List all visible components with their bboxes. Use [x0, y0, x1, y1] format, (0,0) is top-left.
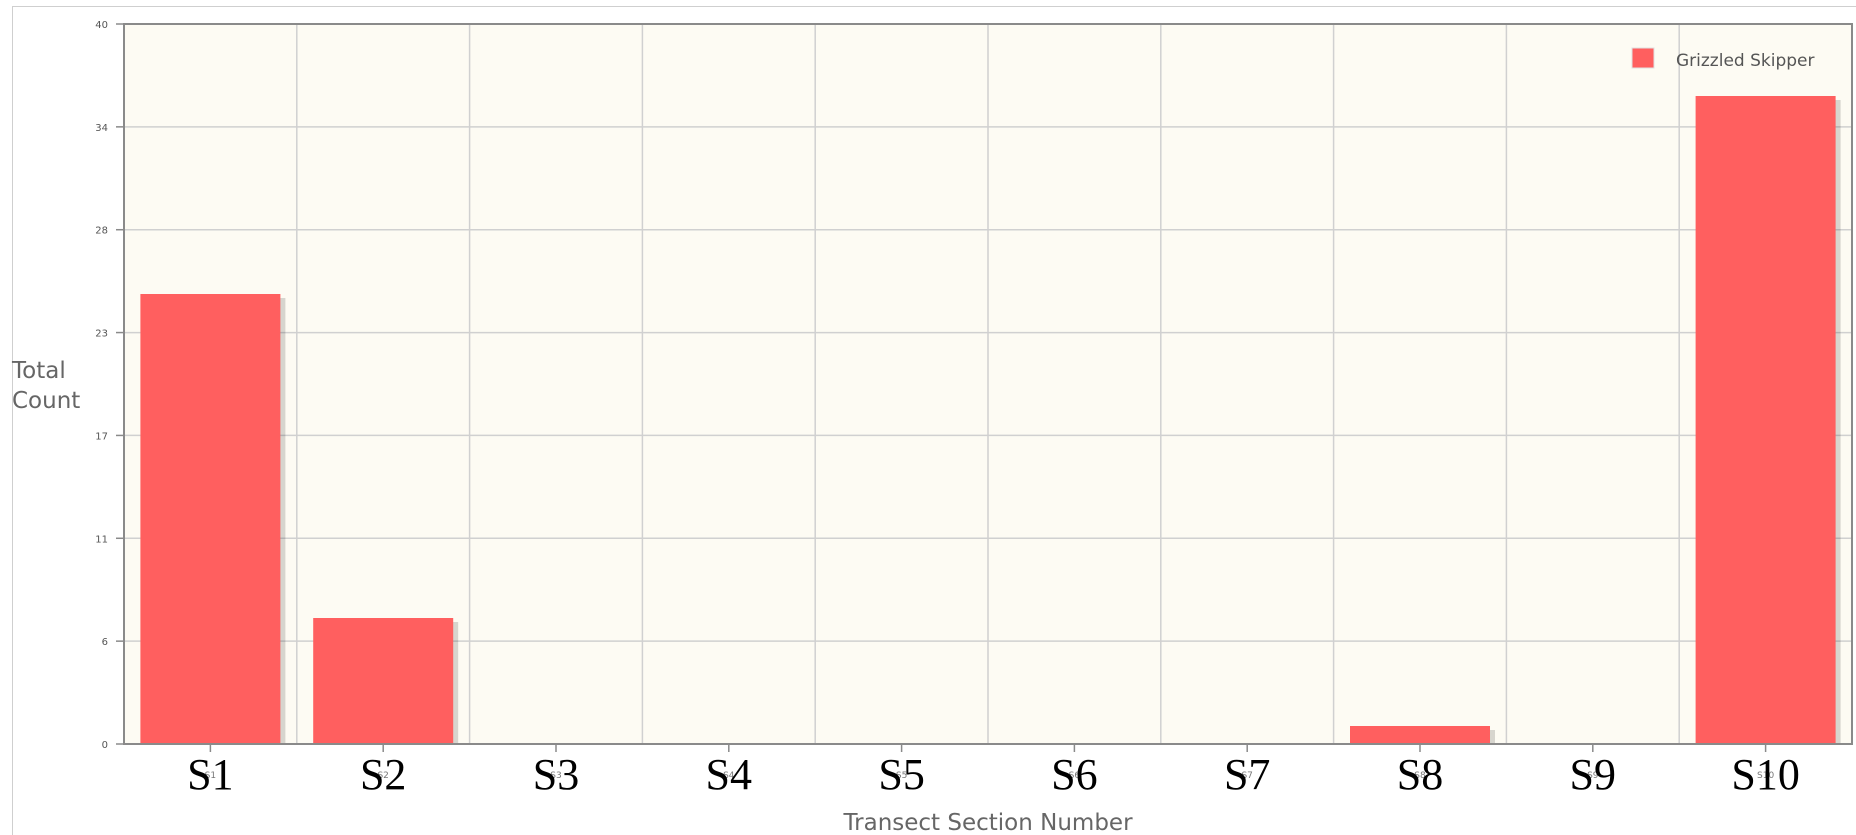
x-tick-label: S5 [878, 750, 924, 799]
y-axis: 0 6 11 17 23 28 34 40 [95, 20, 124, 751]
x-tick-label: S2 [360, 750, 406, 799]
x-tick-label: S6 [1051, 750, 1097, 799]
x-tick-label-small: S10 [1757, 771, 1774, 781]
x-tick-label-small: S6 [1069, 771, 1081, 781]
legend-swatch [1631, 47, 1655, 69]
x-tick-label: S8 [1397, 750, 1443, 799]
y-tick-label: 34 [95, 123, 108, 134]
bar-s2 [313, 618, 454, 744]
x-tick-label-small: S4 [723, 771, 735, 781]
x-tick-label: S3 [533, 750, 579, 799]
x-tick-label-small: S3 [550, 771, 561, 781]
x-tick-label: S7 [1224, 750, 1270, 799]
bar-s8 [1350, 726, 1490, 744]
y-axis-label-line-1: Total [11, 358, 66, 384]
x-axis-label: Transect Section Number [842, 810, 1133, 835]
legend-label: Grizzled Skipper [1676, 51, 1815, 71]
chart-frame [12, 6, 1856, 835]
bars [140, 96, 1841, 744]
x-tick-label-small: S2 [377, 771, 388, 781]
y-axis-label: Total Count [11, 358, 80, 414]
y-tick-label: 28 [95, 226, 108, 237]
bar-s1 [140, 294, 281, 744]
bar-s10 [1695, 96, 1836, 744]
y-tick-label: 40 [95, 20, 108, 31]
x-tick-label-small: S1 [205, 771, 216, 781]
legend: Grizzled Skipper [1631, 47, 1815, 71]
x-tick-label-small: S7 [1241, 771, 1252, 781]
grid-lines [124, 24, 1852, 744]
x-tick-label: S1 [187, 750, 233, 799]
plot-area-border [123, 23, 1853, 745]
x-tick-label: S9 [1570, 750, 1616, 799]
y-axis-label-line-2: Count [12, 388, 80, 414]
y-tick-label: 23 [95, 329, 108, 340]
y-tick-label: 11 [95, 534, 108, 545]
y-tick-label: 6 [102, 637, 108, 648]
y-tick-label: 0 [102, 740, 108, 751]
x-tick-label-small: S5 [896, 771, 907, 781]
y-tick-label: 17 [95, 431, 108, 442]
x-tick-label: S4 [706, 750, 752, 799]
x-tick-label-small: S9 [1587, 771, 1599, 781]
x-tick-label-small: S8 [1414, 771, 1426, 781]
x-tick-label: S10 [1731, 750, 1799, 799]
